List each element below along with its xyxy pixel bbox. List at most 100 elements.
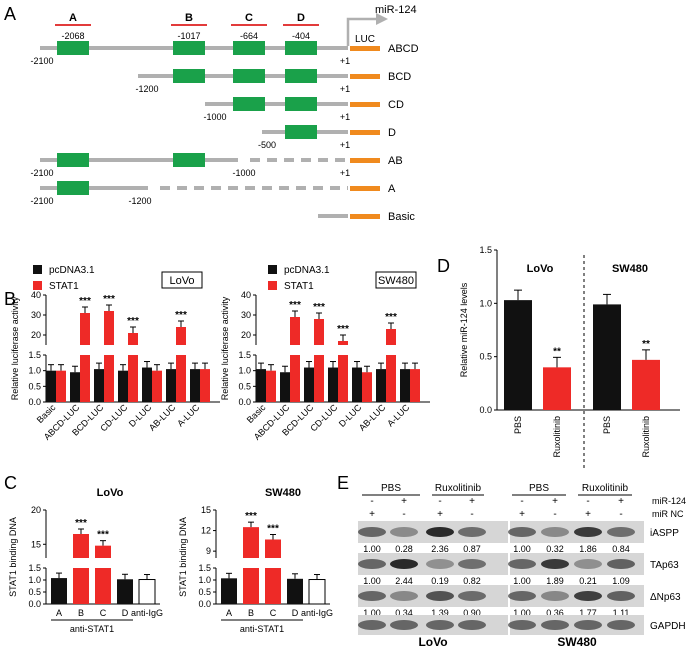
bar — [376, 369, 386, 402]
legend-swatch-stat1 — [268, 281, 277, 290]
site-label: C — [245, 12, 253, 24]
site-position: -1017 — [177, 31, 200, 41]
bar — [280, 372, 290, 402]
chart-title: LoVo — [169, 275, 194, 287]
x-tick-label: A — [56, 608, 62, 618]
bar — [152, 370, 162, 402]
group-label: anti-STAT1 — [70, 624, 114, 634]
tss-plus-one: +1 — [340, 84, 350, 94]
protein-band — [541, 591, 569, 601]
bar — [290, 317, 300, 345]
bar — [166, 369, 176, 402]
mir124-sign: + — [469, 496, 475, 507]
y-tick-label: 9 — [206, 546, 211, 556]
y-tick-label: 0.5 — [198, 587, 211, 597]
protein-band — [426, 559, 454, 569]
x-tick-label: CD-LUC — [308, 402, 339, 433]
y-tick-label: 1.5 — [28, 563, 41, 573]
luc-reporter — [350, 102, 380, 107]
site-label: A — [69, 12, 77, 24]
bar — [386, 329, 396, 345]
protein-band — [607, 620, 635, 630]
bar — [46, 370, 56, 402]
significance-mark: *** — [97, 530, 109, 541]
chart-title: SW480 — [378, 275, 414, 287]
protein-band — [426, 620, 454, 630]
y-tick-label: 20 — [31, 330, 41, 340]
y-tick-label: 30 — [241, 310, 251, 320]
chart-title-left: LoVo — [527, 263, 554, 275]
bar — [128, 355, 138, 402]
band-quantification: 1.86 — [579, 544, 597, 554]
protein-band — [358, 559, 386, 569]
site-label: D — [297, 12, 305, 24]
significance-mark: *** — [79, 296, 91, 307]
protein-band — [574, 591, 602, 601]
band-quantification: 1.00 — [363, 608, 381, 618]
y-tick-label: 30 — [31, 310, 41, 320]
site-label: B — [185, 12, 193, 24]
mir124-sign: + — [552, 496, 558, 507]
x-tick-label: D — [292, 608, 299, 618]
construct-start: -1000 — [203, 112, 226, 122]
y-tick-label: 1.0 — [479, 298, 492, 308]
significance-mark: ** — [642, 339, 650, 350]
band-quantification: 2.44 — [395, 576, 413, 586]
mirnc-sign: + — [437, 509, 443, 520]
protein-band — [607, 527, 635, 537]
y-tick-label: 1.5 — [238, 350, 251, 360]
band-quantification: 0.36 — [546, 608, 564, 618]
binding-site-box — [173, 153, 205, 167]
construct-name: ABCD — [388, 43, 419, 55]
protein-band — [426, 527, 454, 537]
bar — [314, 355, 324, 402]
y-tick-label: 1.0 — [238, 366, 251, 376]
significance-mark: *** — [245, 511, 257, 522]
mir124-label: miR-124 — [375, 4, 417, 16]
construct-name: CD — [388, 99, 404, 111]
legend-swatch-pcdna — [268, 265, 277, 274]
y-tick-label: 0.5 — [28, 381, 41, 391]
protein-label: GAPDH — [650, 621, 686, 632]
x-tick-label: CD-LUC — [98, 402, 129, 433]
luc-label: LUC — [355, 34, 375, 45]
panel-d: D 0.0 0.5 1.0 1.5 Relative miR-124 levels LoV… — [437, 245, 680, 470]
mir124-sign: + — [401, 496, 407, 507]
binding-site-box — [173, 69, 205, 83]
row-label-mirnc: miR NC — [652, 509, 684, 519]
protein-band — [508, 591, 536, 601]
bar — [142, 367, 152, 402]
bar — [51, 578, 67, 604]
chart-title-right: SW480 — [612, 263, 648, 275]
bar — [70, 372, 80, 402]
construct-start: -1200 — [135, 84, 158, 94]
significance-mark: *** — [103, 294, 115, 305]
treatment-label: Ruxolitinib — [435, 483, 482, 494]
mir124-sign: + — [618, 496, 624, 507]
tss-plus-one: +1 — [340, 56, 350, 66]
protein-band — [541, 559, 569, 569]
band-quantification: 0.21 — [579, 576, 597, 586]
protein-band — [508, 527, 536, 537]
bar — [117, 579, 133, 604]
chart-title-box — [161, 271, 203, 289]
binding-site-box — [57, 153, 89, 167]
panel-a: A A-2068B-1017C-664D-404miR-124LUCABCD-2… — [4, 4, 419, 223]
protein-band — [390, 591, 418, 601]
protein-band — [426, 591, 454, 601]
bar — [221, 578, 237, 604]
protein-band — [541, 527, 569, 537]
mirnc-sign: - — [402, 509, 405, 520]
construct-start: -2100 — [30, 56, 53, 66]
mir124-sign: - — [586, 496, 589, 507]
legend-label: STAT1 — [49, 281, 79, 292]
bar — [338, 355, 348, 402]
binding-site-box — [233, 69, 265, 83]
bar — [265, 539, 281, 558]
binding-site-box — [173, 41, 205, 55]
y-tick-label: 20 — [241, 330, 251, 340]
significance-mark: *** — [267, 523, 279, 534]
x-tick-label: PBS — [602, 416, 612, 434]
blot-membrane-sw480 — [510, 553, 644, 575]
